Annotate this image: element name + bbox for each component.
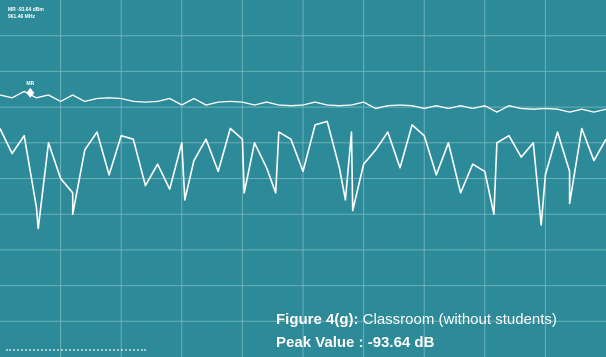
series-line-upper (0, 90, 606, 113)
series-line-lower (0, 120, 606, 230)
figure-caption: Figure 4(g): Classroom (without students… (276, 311, 557, 328)
marker-label: MR (26, 81, 34, 87)
figure-label: Figure 4(g): (276, 311, 359, 328)
figure-description: Classroom (without students) (358, 311, 557, 328)
status-line (6, 349, 146, 355)
marker-readout-level: MR -93.64 dBm (8, 7, 44, 13)
peak-value-text: Peak Value : -93.64 dB (276, 334, 435, 351)
marker-readout-frequency: 961.46 MHz (8, 14, 35, 20)
marker-diamond (26, 87, 35, 98)
